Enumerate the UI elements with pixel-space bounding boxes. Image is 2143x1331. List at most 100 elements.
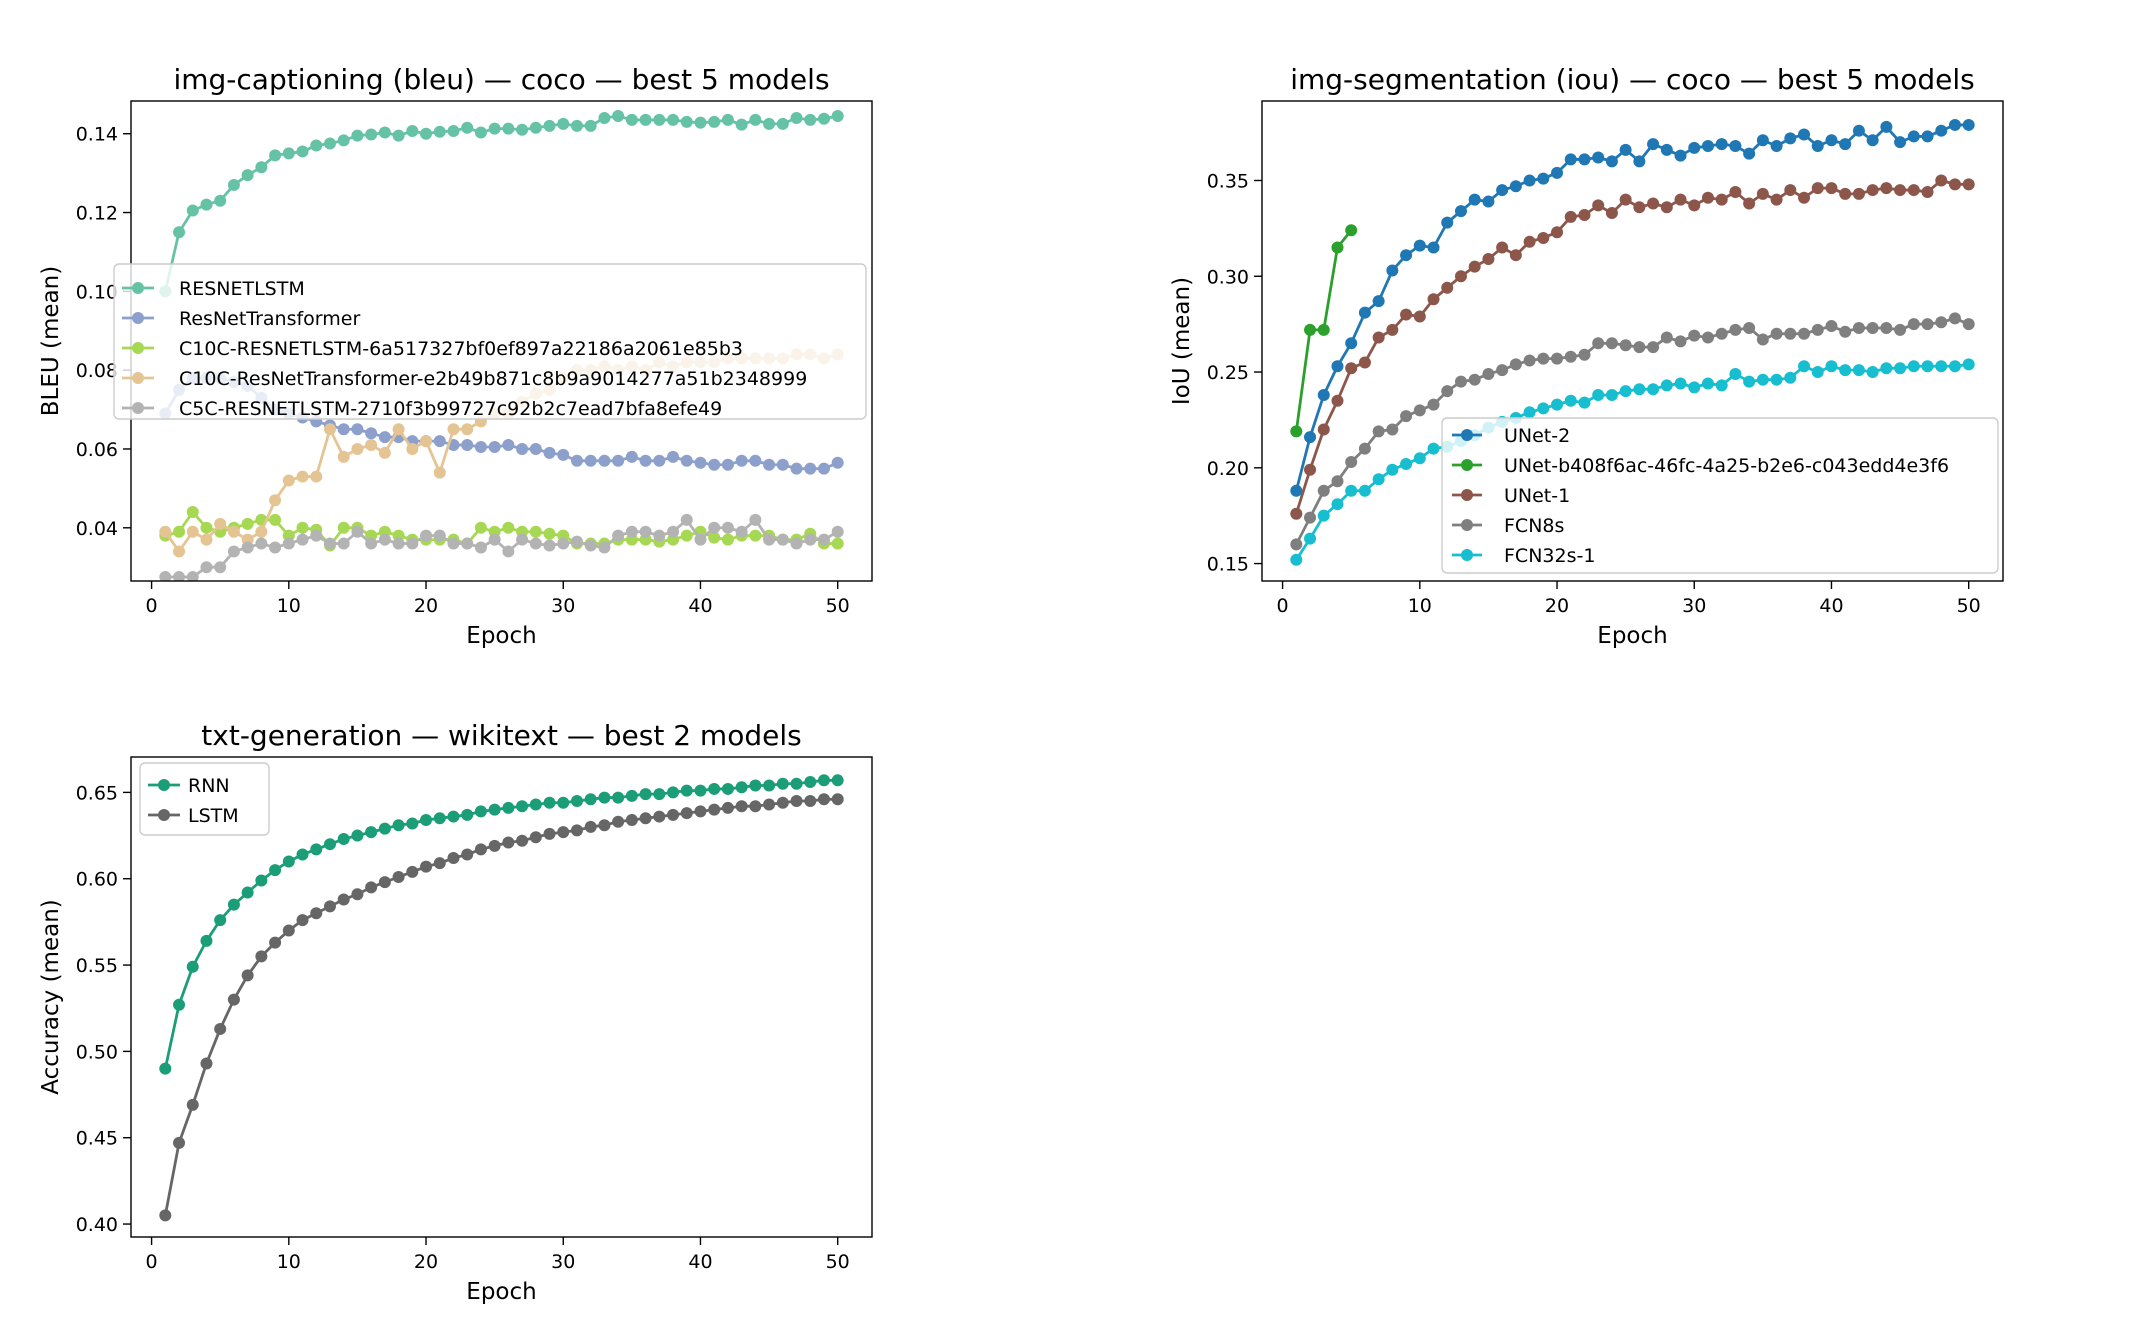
data-point bbox=[1290, 553, 1303, 566]
data-point bbox=[255, 950, 268, 963]
data-point bbox=[1811, 182, 1824, 195]
data-point bbox=[1784, 184, 1797, 197]
data-point bbox=[1852, 364, 1865, 377]
data-point bbox=[378, 446, 391, 459]
data-point bbox=[1784, 371, 1797, 384]
data-point bbox=[612, 454, 625, 467]
data-point bbox=[1605, 207, 1618, 220]
data-point bbox=[763, 779, 776, 792]
data-point bbox=[1564, 210, 1577, 223]
data-point bbox=[584, 454, 597, 467]
data-point bbox=[1907, 318, 1920, 331]
x-tick-label: 0 bbox=[146, 1251, 158, 1273]
legend-box bbox=[139, 762, 270, 836]
data-point bbox=[1894, 184, 1907, 197]
data-point bbox=[1688, 141, 1701, 154]
data-point bbox=[1413, 310, 1426, 323]
data-point bbox=[1468, 193, 1481, 206]
data-point bbox=[598, 111, 611, 124]
data-point bbox=[1413, 404, 1426, 417]
data-point bbox=[776, 533, 789, 546]
y-tick-label: 0.55 bbox=[76, 955, 118, 977]
data-point bbox=[570, 119, 583, 132]
data-point bbox=[1962, 358, 1975, 371]
data-point bbox=[625, 789, 638, 802]
x-tick-label: 30 bbox=[551, 1251, 575, 1273]
data-point bbox=[1358, 306, 1371, 319]
data-point bbox=[461, 121, 474, 134]
data-point bbox=[708, 521, 721, 534]
data-point bbox=[1317, 509, 1330, 522]
data-point bbox=[1551, 398, 1564, 411]
data-point bbox=[1619, 385, 1632, 398]
data-point bbox=[1551, 166, 1564, 179]
data-point bbox=[598, 541, 611, 554]
data-point bbox=[420, 814, 433, 827]
series-2 bbox=[1290, 224, 1358, 438]
data-point bbox=[570, 535, 583, 548]
data-point bbox=[667, 525, 680, 538]
data-point bbox=[598, 819, 611, 832]
data-point bbox=[323, 423, 336, 436]
data-point bbox=[173, 525, 186, 538]
data-point bbox=[1304, 511, 1317, 524]
data-point bbox=[1729, 185, 1742, 198]
data-point bbox=[1413, 239, 1426, 252]
data-point bbox=[1921, 130, 1934, 143]
data-point bbox=[269, 494, 282, 507]
data-point bbox=[667, 450, 680, 463]
data-point bbox=[447, 810, 460, 823]
legend-label: FCN8s bbox=[1504, 515, 1564, 537]
data-point bbox=[241, 969, 254, 982]
data-point bbox=[1894, 323, 1907, 336]
data-point bbox=[1578, 153, 1591, 166]
data-point bbox=[296, 470, 309, 483]
data-point bbox=[1674, 377, 1687, 390]
data-layer bbox=[1290, 118, 1975, 566]
data-point bbox=[159, 525, 172, 538]
data-point bbox=[763, 798, 776, 811]
data-point bbox=[406, 865, 419, 878]
data-point bbox=[1290, 507, 1303, 520]
data-point bbox=[1948, 178, 1961, 191]
data-point bbox=[1358, 484, 1371, 497]
data-point bbox=[173, 571, 186, 581]
data-point bbox=[1770, 140, 1783, 153]
data-point bbox=[529, 798, 542, 811]
y-tick-label: 0.10 bbox=[76, 281, 118, 303]
data-point bbox=[749, 779, 762, 792]
data-point bbox=[1386, 463, 1399, 476]
y-tick-label: 0.06 bbox=[76, 439, 118, 461]
data-point bbox=[1825, 320, 1838, 333]
series-4 bbox=[1290, 312, 1975, 551]
data-point bbox=[1907, 184, 1920, 197]
x-tick-label: 0 bbox=[146, 595, 158, 617]
y-tick-label: 0.08 bbox=[76, 360, 118, 382]
legend-marker bbox=[1461, 459, 1473, 471]
data-point bbox=[1770, 373, 1783, 386]
data-point bbox=[1894, 136, 1907, 149]
data-point bbox=[282, 147, 295, 160]
data-point bbox=[1825, 134, 1838, 147]
data-point bbox=[502, 801, 515, 814]
data-point bbox=[653, 810, 666, 823]
data-point bbox=[721, 458, 734, 471]
data-point bbox=[1894, 362, 1907, 375]
data-point bbox=[227, 898, 240, 911]
data-point bbox=[1701, 377, 1714, 390]
data-point bbox=[1715, 193, 1728, 206]
data-point bbox=[1441, 281, 1454, 294]
data-point bbox=[694, 116, 707, 129]
x-tick-label: 20 bbox=[414, 595, 438, 617]
data-point bbox=[365, 128, 378, 141]
data-point bbox=[790, 462, 803, 475]
data-point bbox=[1509, 180, 1522, 193]
data-point bbox=[1304, 463, 1317, 476]
data-point bbox=[214, 1022, 227, 1035]
data-point bbox=[1770, 193, 1783, 206]
legend: RESNETLSTM ResNetTransformer C10C-RESNETLS… bbox=[113, 263, 867, 420]
chart-title: txt-generation — wikitext — best 2 model… bbox=[201, 719, 801, 752]
data-point bbox=[502, 836, 515, 849]
data-point bbox=[1386, 323, 1399, 336]
